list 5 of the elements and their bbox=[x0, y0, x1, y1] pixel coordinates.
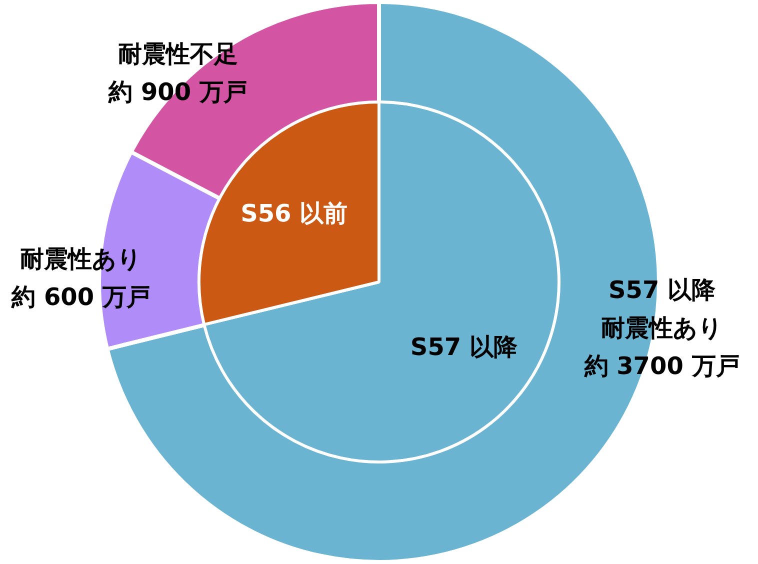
slice-label: S56 以前 bbox=[240, 200, 348, 228]
slice-label: 耐震性あり bbox=[20, 245, 142, 274]
slice-label: 耐震性不足 bbox=[118, 40, 238, 68]
slice-label: S57 以降 bbox=[410, 332, 518, 361]
data-label: 約 600 万戸 bbox=[10, 283, 150, 312]
